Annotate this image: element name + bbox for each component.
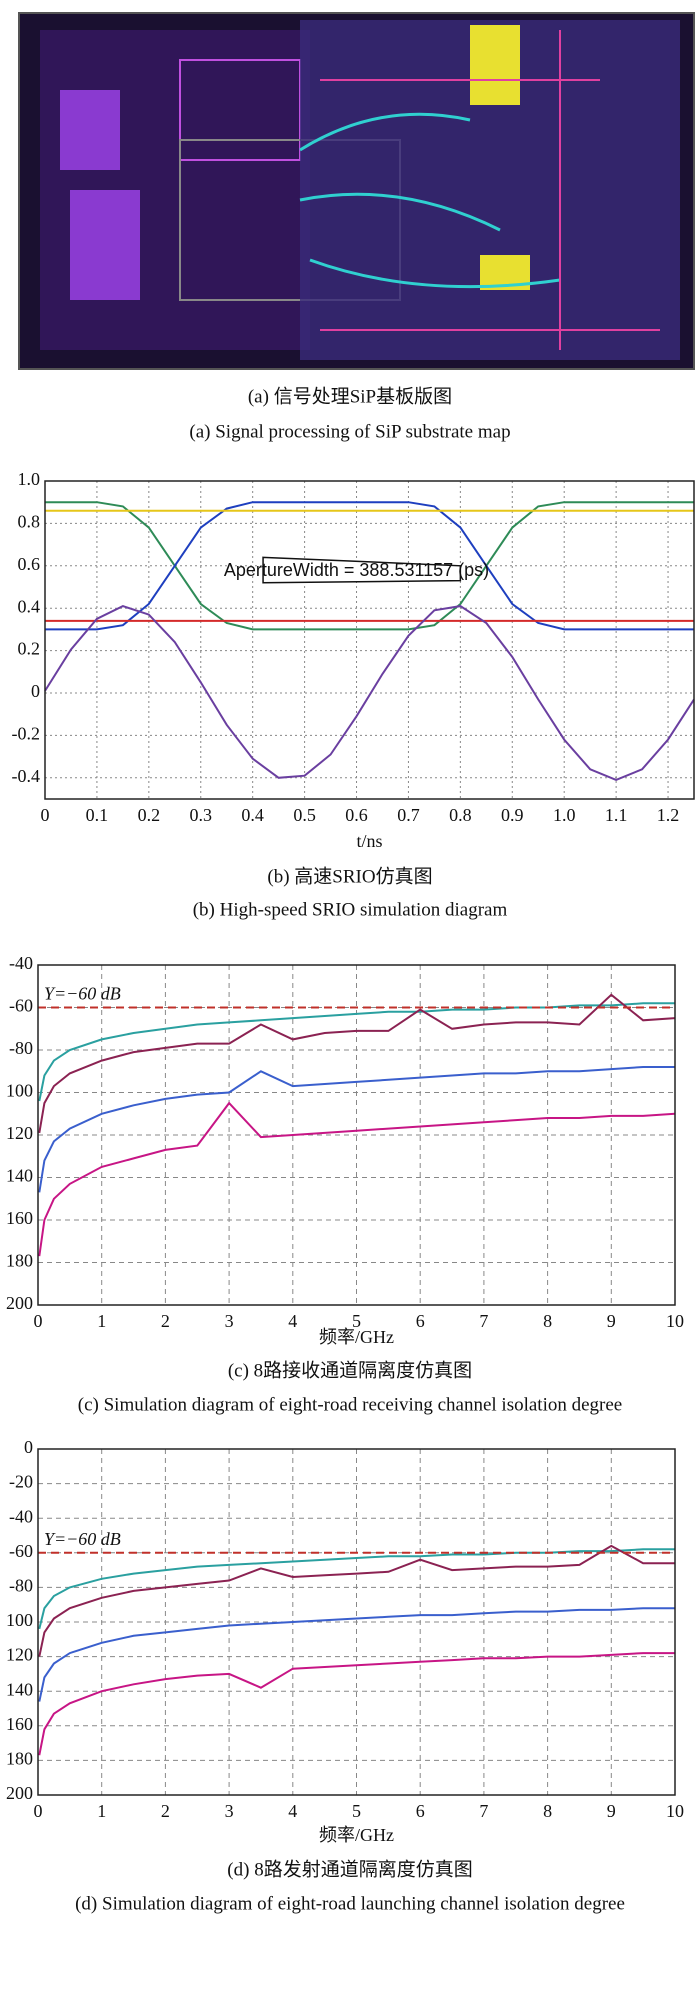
y-tick-label: 140 (6, 1166, 33, 1186)
x-tick-label: 1.0 (553, 805, 576, 825)
y-tick-label: -40 (9, 1506, 33, 1526)
x-tick-label: 4 (288, 1801, 297, 1821)
series-line (38, 993, 676, 1134)
series-line (45, 501, 694, 631)
x-tick-label: 5 (352, 1311, 361, 1331)
x-tick-label: 0 (34, 1311, 43, 1331)
annotation: ApertureWidth = 388.531157 (ps) (224, 560, 489, 580)
plot-frame (44, 480, 695, 800)
x-tick-label: 0.2 (138, 805, 161, 825)
series-line (44, 605, 695, 781)
series-line (38, 1066, 675, 1193)
caption-en: (d) Simulation diagram of eight-road lau… (75, 1893, 625, 1914)
caption-cn: (b) 高速SRIO仿真图 (267, 865, 432, 887)
x-tick-label: 6 (416, 1801, 425, 1821)
series-line (45, 501, 694, 631)
y-tick-label: 180 (6, 1251, 33, 1271)
x-tick-label: 0 (41, 805, 50, 825)
x-axis-label: 频率/GHz (319, 1327, 394, 1347)
x-tick-label: 2 (161, 1311, 170, 1331)
y-tick-label: -40 (9, 953, 33, 973)
x-tick-label: 5 (352, 1801, 361, 1821)
y-tick-label: -80 (9, 1576, 33, 1596)
y-tick-label: -60 (9, 1541, 33, 1561)
y-tick-label: 120 (6, 1123, 33, 1143)
caption-en: (c) Simulation diagram of eight-road rec… (78, 1394, 622, 1415)
x-tick-label: 0.6 (345, 805, 368, 825)
aperture-box (262, 556, 462, 584)
y-tick-label: 0 (24, 1437, 33, 1457)
x-tick-label: 7 (479, 1801, 488, 1821)
series-line (38, 1548, 675, 1630)
x-tick-label: 8 (543, 1801, 552, 1821)
caption-cn: (c) 8路接收通道隔离度仿真图 (228, 1359, 472, 1381)
x-tick-label: 0.1 (86, 805, 109, 825)
y-tick-label: 0.2 (18, 639, 41, 659)
x-tick-label: 0.4 (241, 805, 264, 825)
plot-frame (37, 964, 676, 1306)
x-tick-label: 9 (607, 1801, 616, 1821)
y-tick-label: 160 (6, 1208, 33, 1228)
y-tick-label: 200 (6, 1783, 33, 1803)
x-tick-label: 3 (225, 1311, 234, 1331)
x-tick-label: 1.1 (605, 805, 628, 825)
y-tick-label: -60 (9, 996, 33, 1016)
series-line (38, 1101, 676, 1257)
x-tick-label: 9 (607, 1311, 616, 1331)
y-tick-label: 100 (6, 1081, 33, 1101)
plot-frame (37, 1448, 676, 1796)
caption-cn: (a) 信号处理SiP基板版图 (248, 385, 452, 407)
x-tick-label: 0.7 (397, 805, 420, 825)
x-tick-label: 7 (479, 1311, 488, 1331)
y-tick-label: 0.6 (18, 554, 41, 574)
x-tick-label: 1 (97, 1311, 106, 1331)
y-tick-label: -20 (9, 1472, 33, 1492)
x-axis-label: 频率/GHz (319, 1825, 394, 1845)
y-tick-label: 160 (6, 1714, 33, 1734)
x-tick-label: 8 (543, 1311, 552, 1331)
y-tick-label: 1.0 (18, 469, 41, 489)
series-line (38, 1607, 675, 1702)
annotation: Y=−60 dB (44, 984, 121, 1004)
y-tick-label: -80 (9, 1038, 33, 1058)
caption-en: (b) High-speed SRIO simulation diagram (193, 899, 508, 920)
y-tick-label: -0.4 (12, 766, 41, 786)
y-tick-label: -0.2 (12, 724, 41, 744)
y-tick-label: 100 (6, 1610, 33, 1630)
x-tick-label: 1 (97, 1801, 106, 1821)
y-tick-label: 0.8 (18, 512, 41, 532)
x-tick-label: 1.2 (657, 805, 680, 825)
x-tick-label: 0.5 (293, 805, 316, 825)
x-tick-label: 0.8 (449, 805, 472, 825)
x-tick-label: 10 (666, 1801, 684, 1821)
annotation: Y=−60 dB (44, 1529, 121, 1549)
x-tick-label: 6 (416, 1311, 425, 1331)
x-tick-label: 2 (161, 1801, 170, 1821)
y-tick-label: 180 (6, 1749, 33, 1769)
caption-en: (a) Signal processing of SiP substrate m… (189, 421, 510, 442)
substrate-image (18, 12, 695, 370)
y-tick-label: 0 (31, 681, 40, 701)
x-tick-label: 0.9 (501, 805, 524, 825)
x-tick-label: 4 (288, 1311, 297, 1331)
x-tick-label: 3 (225, 1801, 234, 1821)
y-tick-label: 200 (6, 1293, 33, 1313)
caption-cn: (d) 8路发射通道隔离度仿真图 (227, 1858, 472, 1880)
y-tick-label: 0.4 (18, 596, 41, 616)
x-axis-label: t/ns (356, 831, 382, 851)
series-line (38, 1544, 675, 1657)
y-tick-label: 140 (6, 1679, 33, 1699)
x-tick-label: 0.3 (190, 805, 213, 825)
y-tick-label: 120 (6, 1645, 33, 1665)
series-line (38, 1652, 675, 1756)
x-tick-label: 10 (666, 1311, 684, 1331)
x-tick-label: 0 (34, 1801, 43, 1821)
